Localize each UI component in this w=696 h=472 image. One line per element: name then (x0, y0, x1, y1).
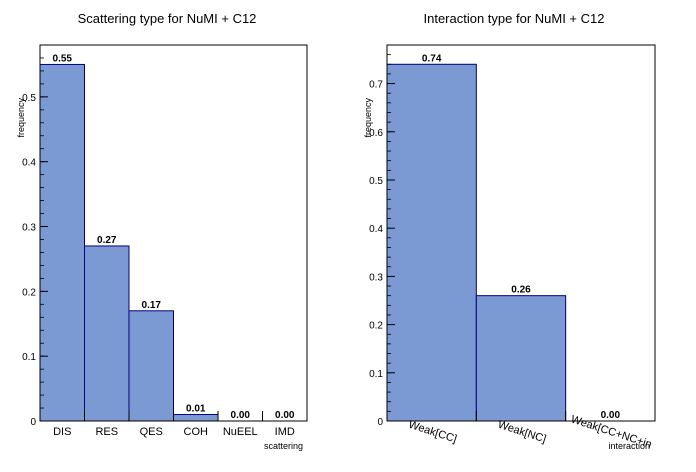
x-tick-label: Weak[CC] (407, 419, 458, 446)
y-tick-label: 0.1 (369, 369, 383, 380)
data-label: 0.00 (601, 410, 621, 421)
x-tick-label: DIS (53, 426, 71, 438)
x-tick-label: COH (184, 426, 209, 438)
y-tick-label: 0.2 (369, 321, 383, 332)
x-axis-label: interaction (608, 441, 650, 451)
x-tick-label: RES (95, 426, 118, 438)
bar-coh (173, 414, 219, 422)
y-tick-label: 0.3 (369, 272, 383, 283)
data-label: 0.26 (511, 285, 531, 296)
y-tick-label: 0.7 (369, 80, 383, 91)
data-label: 0.00 (275, 410, 295, 421)
x-tick-label: Weak[NC] (496, 419, 547, 446)
data-label: 0.27 (97, 235, 117, 246)
data-label: 0.74 (422, 53, 442, 64)
y-axis-label: frequency (363, 98, 373, 138)
x-tick-label: NuEEL (223, 426, 258, 438)
y-tick-label: 0.5 (22, 93, 36, 104)
interaction-type-panel: Interaction type for NuMI + C12 0.74 0.26… (363, 11, 656, 451)
y-tick-label: 0.2 (22, 287, 36, 298)
data-label: 0.00 (231, 410, 251, 421)
bar-weak-cc- (386, 63, 477, 422)
bar-qes (128, 310, 174, 422)
y-tick-label: 0.5 (369, 176, 383, 187)
y-tick-label: 0.3 (22, 223, 36, 234)
chart-title: Interaction type for NuMI + C12 (423, 11, 604, 26)
bar-weak-nc- (475, 295, 567, 422)
y-tick-label: 0.4 (369, 224, 383, 235)
y-axis-label: frequency (16, 98, 26, 138)
y-tick-label: 0 (30, 417, 36, 428)
plot-frame (386, 44, 656, 422)
x-axis-label: scattering (264, 441, 303, 451)
x-tick-label: QES (140, 426, 163, 438)
data-label: 0.17 (142, 300, 162, 311)
y-tick-label: 0 (377, 417, 383, 428)
bar-res (84, 245, 130, 422)
bar-dis (39, 63, 85, 422)
chart-title: Scattering type for NuMI + C12 (78, 11, 257, 26)
y-tick-label: 0.1 (22, 352, 36, 363)
y-tick-label: 0.4 (22, 158, 36, 169)
y-tick-label: 0.6 (369, 128, 383, 139)
x-tick-label: IMD (275, 426, 295, 438)
data-label: 0.55 (53, 53, 73, 64)
scattering-type-panel: Scattering type for NuMI + C12 0.55 0.27 0… (16, 11, 308, 451)
data-label: 0.01 (186, 404, 206, 415)
